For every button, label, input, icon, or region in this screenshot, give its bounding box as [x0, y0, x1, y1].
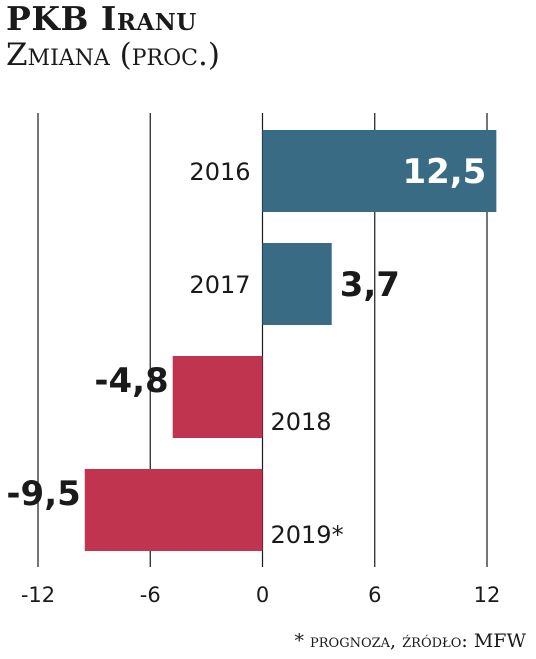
category-label-2019*: 2019* — [271, 521, 344, 549]
value-label-2018: -4,8 — [94, 361, 168, 401]
value-label-2016: 12,5 — [402, 152, 486, 192]
category-label-2018: 2018 — [271, 408, 332, 436]
value-label-2019*: -9,5 — [6, 474, 80, 514]
footnote: * prognoza, źródło: MFW — [294, 630, 526, 652]
tick-label--6: -6 — [140, 583, 161, 607]
bar-2019* — [84, 469, 263, 551]
category-label-2017: 2017 — [189, 271, 250, 299]
category-label-2016: 2016 — [189, 158, 250, 186]
tick-label-0: 0 — [256, 583, 269, 607]
tick-label-6: 6 — [368, 583, 381, 607]
chart-title: PKB Iranu — [6, 0, 197, 38]
tick-label--12: -12 — [21, 583, 55, 607]
chart-subtitle: Zmiana (proc.) — [6, 37, 220, 73]
bar-2018 — [172, 356, 263, 438]
bar-2017 — [262, 243, 332, 325]
value-label-2017: 3,7 — [340, 265, 400, 305]
bar-2016 — [262, 130, 497, 212]
tick-label-12: 12 — [474, 583, 501, 607]
